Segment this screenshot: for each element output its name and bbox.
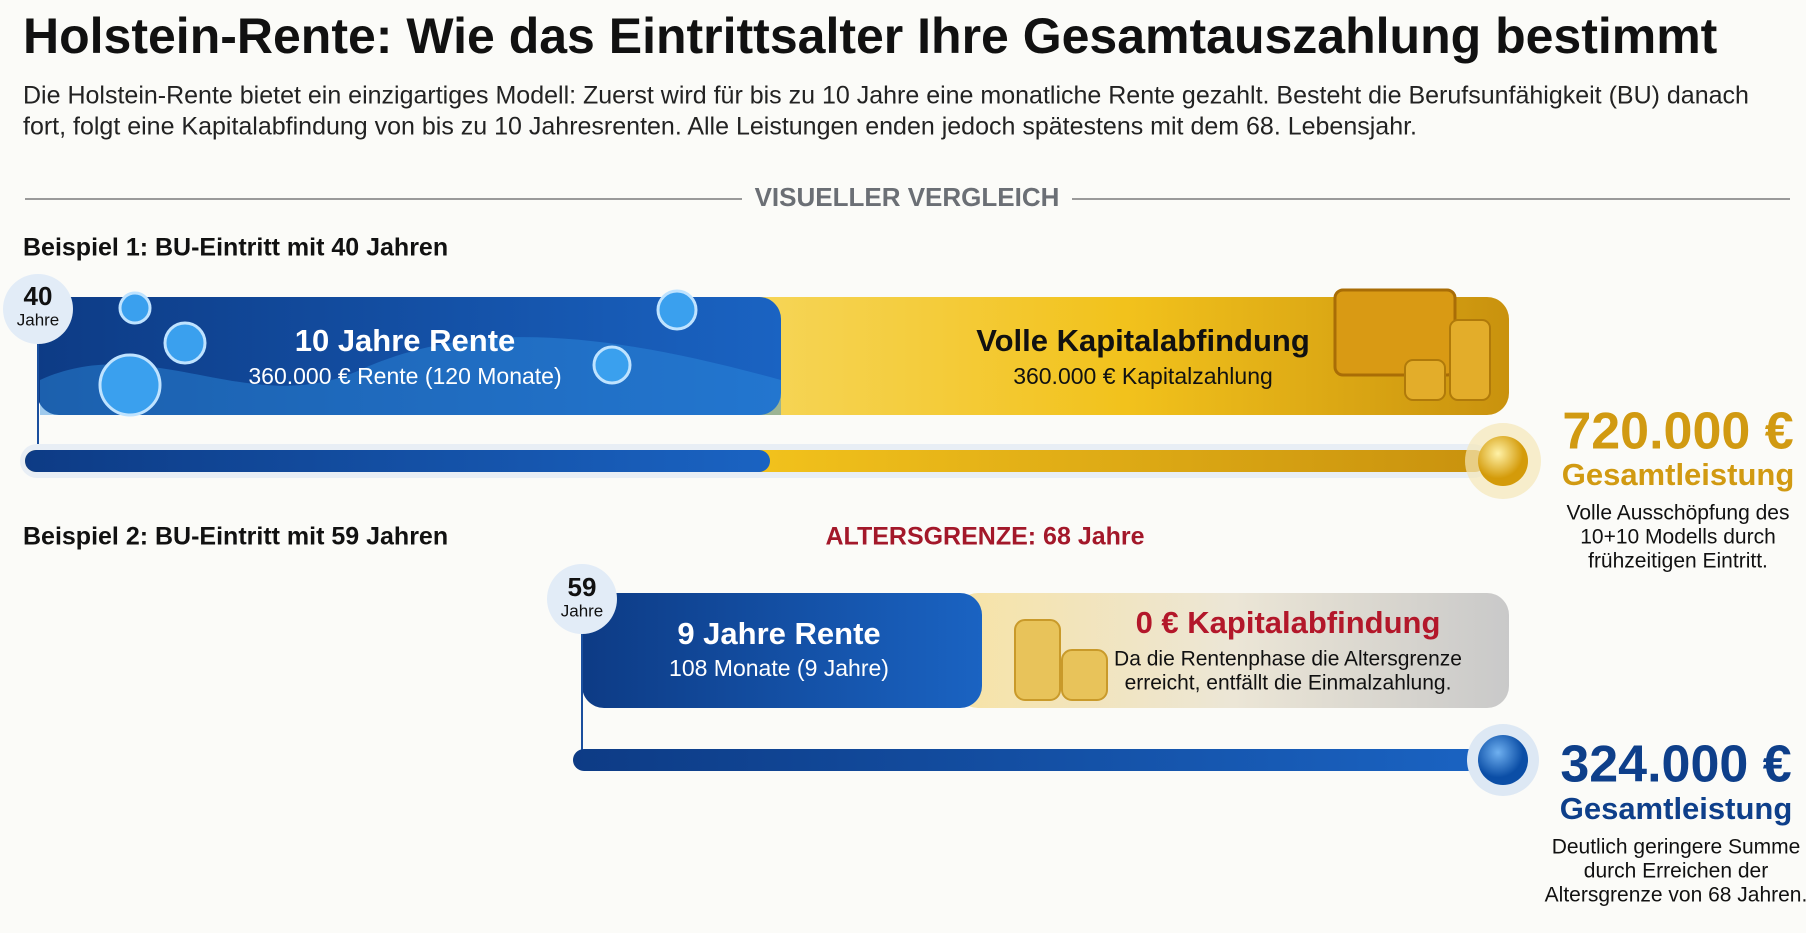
rent-block xyxy=(37,297,781,415)
coin-stack xyxy=(1061,649,1108,701)
capital-block xyxy=(740,297,1509,415)
total: 720.000 € xyxy=(1562,403,1793,461)
coin xyxy=(118,291,152,325)
note: 10+10 Modells durch xyxy=(1580,526,1776,549)
example-label: Beispiel 1: BU-Eintritt mit 40 Jahren xyxy=(23,234,448,262)
coin-stack xyxy=(1404,359,1446,401)
note: frühzeitigen Eintritt. xyxy=(1588,550,1768,573)
total-label: Gesamtleistung xyxy=(1560,791,1793,826)
timeline-rent xyxy=(573,749,1486,771)
age-badge xyxy=(547,564,617,634)
coin xyxy=(592,345,632,385)
coin xyxy=(656,289,698,331)
total: 324.000 € xyxy=(1560,736,1791,794)
age-badge xyxy=(3,274,73,344)
capital-detail: Da die Rentenphase die Altersgrenze xyxy=(1114,648,1462,671)
rent-detail: 108 Monate (9 Jahre) xyxy=(669,655,889,681)
note: Deutlich geringere Summe xyxy=(1552,836,1801,859)
end-marker xyxy=(1478,436,1528,486)
age: 59 xyxy=(568,572,597,602)
coin-stack xyxy=(1014,619,1061,701)
coin-stack xyxy=(1449,319,1491,401)
capital-detail: 360.000 € Kapitalzahlung xyxy=(1013,363,1273,389)
age: 40 xyxy=(24,281,53,311)
title: Holstein-Rente: Wie das Eintrittsalter I… xyxy=(23,8,1718,64)
intro: Die Holstein-Rente bietet ein einzigarti… xyxy=(23,82,1749,110)
end-marker xyxy=(1478,735,1528,785)
age-limit: ALTERSGRENZE: 68 Jahre xyxy=(825,523,1144,551)
timeline-rent xyxy=(25,450,770,472)
coin xyxy=(163,321,207,365)
note: Altersgrenze von 68 Jahren. xyxy=(1545,884,1806,907)
total-label: Gesamtleistung xyxy=(1562,457,1795,492)
divider-label: VISUELLER VERGLEICH xyxy=(755,182,1060,212)
capital-title: 0 € Kapitalabfindung xyxy=(1136,605,1441,640)
example-label: Beispiel 2: BU-Eintritt mit 59 Jahren xyxy=(23,523,448,551)
rent-block xyxy=(582,593,982,708)
note: durch Erreichen der xyxy=(1584,860,1768,883)
rent-title: 10 Jahre Rente xyxy=(295,323,516,358)
age-unit: Jahre xyxy=(17,310,60,329)
age-unit: Jahre xyxy=(561,601,604,620)
rent-detail: 360.000 € Rente (120 Monate) xyxy=(248,363,561,389)
capital-detail: erreicht, entfällt die Einmalzahlung. xyxy=(1125,672,1452,695)
coin xyxy=(98,353,162,417)
intro: fort, folgt eine Kapitalabfindung von bi… xyxy=(23,113,1417,141)
capital-title: Volle Kapitalabfindung xyxy=(976,323,1310,358)
rent-title: 9 Jahre Rente xyxy=(677,616,880,651)
note: Volle Ausschöpfung des xyxy=(1566,502,1789,525)
